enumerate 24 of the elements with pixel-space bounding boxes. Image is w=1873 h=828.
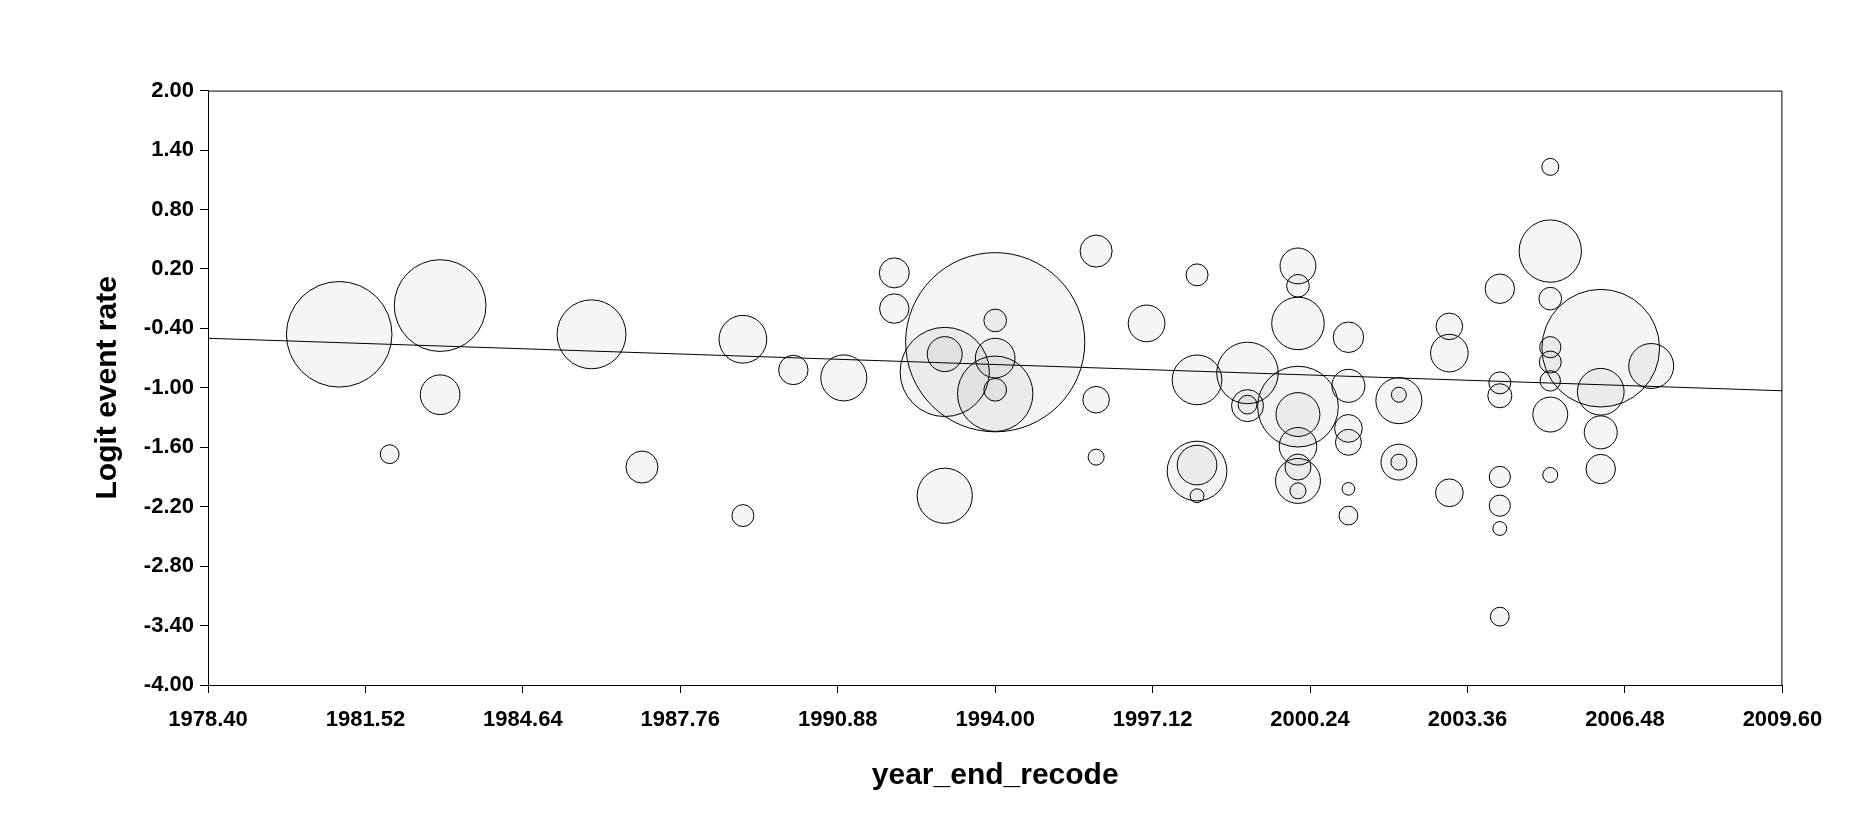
y-tick-label: 0.20 bbox=[151, 254, 194, 280]
x-tick-label: 2000.24 bbox=[1270, 706, 1351, 732]
x-tick-label: 1990.88 bbox=[797, 706, 878, 732]
y-tick-label: 0.80 bbox=[151, 195, 194, 221]
y-tick-label: -2.80 bbox=[143, 552, 194, 578]
x-tick-label: 1981.52 bbox=[325, 706, 406, 732]
y-tick-label: -0.40 bbox=[143, 314, 194, 340]
x-tick-label: 1984.64 bbox=[483, 706, 564, 732]
x-tick-label: 1987.76 bbox=[640, 706, 721, 732]
x-tick-label: 2006.48 bbox=[1585, 706, 1665, 732]
x-tick-label: 2009.60 bbox=[1742, 706, 1823, 732]
y-axis-title: Logit event rate bbox=[89, 276, 123, 500]
y-tick-label: -3.40 bbox=[143, 611, 194, 637]
x-tick-label: 2003.36 bbox=[1427, 706, 1508, 732]
x-tick-label: 1978.40 bbox=[168, 706, 248, 732]
y-tick-label: -1.60 bbox=[143, 433, 194, 459]
y-tick-label: -1.00 bbox=[143, 373, 194, 399]
y-tick-label: 1.40 bbox=[151, 136, 194, 162]
y-tick-label: 2.00 bbox=[151, 76, 194, 102]
y-tick-label: -2.20 bbox=[143, 492, 194, 518]
x-tick-label: 1997.12 bbox=[1112, 706, 1193, 732]
x-tick-label: 1994.00 bbox=[955, 706, 1035, 732]
y-tick-label: -4.00 bbox=[143, 671, 194, 697]
x-axis-title: year_end_recode bbox=[871, 756, 1119, 790]
